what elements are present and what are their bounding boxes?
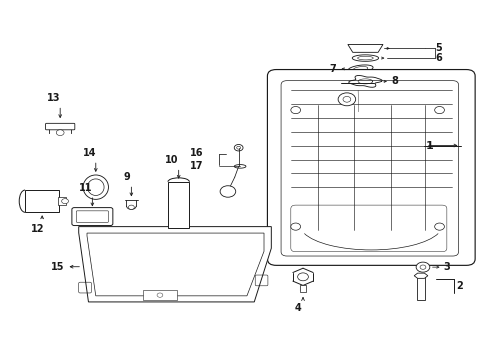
Text: 15: 15 bbox=[51, 262, 64, 272]
FancyBboxPatch shape bbox=[72, 208, 113, 226]
Text: 14: 14 bbox=[83, 148, 97, 158]
Circle shape bbox=[419, 265, 425, 269]
Text: 5: 5 bbox=[435, 44, 442, 53]
Text: 1: 1 bbox=[425, 140, 433, 150]
Bar bbox=[416, 276, 424, 300]
FancyBboxPatch shape bbox=[45, 123, 75, 130]
Circle shape bbox=[415, 262, 429, 272]
Text: 12: 12 bbox=[30, 224, 44, 234]
Text: 2: 2 bbox=[456, 281, 463, 291]
Circle shape bbox=[434, 223, 444, 230]
Text: 6: 6 bbox=[435, 53, 442, 63]
Text: 17: 17 bbox=[189, 161, 203, 171]
FancyBboxPatch shape bbox=[267, 69, 474, 265]
Circle shape bbox=[157, 293, 163, 297]
Circle shape bbox=[337, 93, 355, 106]
Text: 10: 10 bbox=[165, 155, 178, 165]
Circle shape bbox=[61, 199, 68, 204]
Text: 9: 9 bbox=[123, 172, 130, 182]
Text: 4: 4 bbox=[294, 303, 301, 313]
Circle shape bbox=[220, 186, 235, 197]
Bar bbox=[299, 285, 306, 292]
Circle shape bbox=[297, 273, 308, 281]
Circle shape bbox=[56, 130, 64, 135]
Bar bbox=[142, 290, 177, 300]
Circle shape bbox=[128, 205, 134, 210]
Text: 13: 13 bbox=[46, 93, 60, 103]
Text: 11: 11 bbox=[79, 183, 92, 193]
Bar bbox=[25, 190, 59, 212]
Text: 8: 8 bbox=[390, 76, 397, 86]
Bar bbox=[167, 182, 189, 228]
Text: 7: 7 bbox=[329, 64, 335, 74]
Text: 3: 3 bbox=[443, 262, 449, 272]
Circle shape bbox=[342, 96, 350, 102]
Bar bbox=[58, 197, 66, 206]
Polygon shape bbox=[413, 273, 427, 278]
Circle shape bbox=[290, 223, 300, 230]
Circle shape bbox=[290, 107, 300, 114]
Text: 16: 16 bbox=[189, 148, 203, 158]
Circle shape bbox=[434, 107, 444, 114]
Polygon shape bbox=[347, 44, 382, 52]
Polygon shape bbox=[79, 226, 271, 302]
